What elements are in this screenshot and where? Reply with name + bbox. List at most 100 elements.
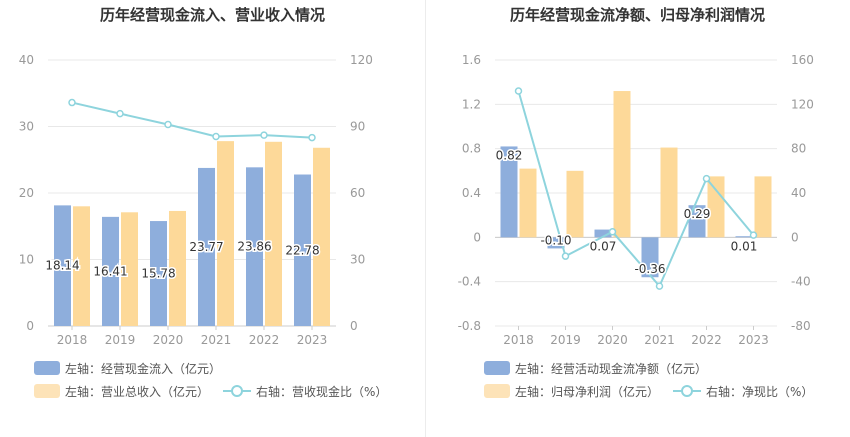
bar-secondary [121,212,138,326]
y-left-tick-label: 0.4 [462,186,481,200]
x-tick-label: 2020 [597,333,628,347]
ratio-point [702,174,711,183]
ratio-point [561,252,570,260]
bar-primary [150,221,167,326]
ratio-point [116,109,124,118]
y-right-tick-label: 0 [791,230,799,244]
ratio-point [749,231,758,239]
legend-row-1: 左轴：经营现金流入（亿元） [34,359,235,377]
x-tick-label: 2023 [738,333,769,347]
bar-data-label: -0.36 [634,262,665,276]
chart-title: 历年经营现金流净额、归母净利润情况 [509,6,765,24]
y-right-tick-label: 60 [350,186,365,200]
legend-label: 左轴：经营活动现金流净额（亿元） [515,361,708,376]
legend-line-icon [223,384,252,398]
y-left-tick-label: 10 [19,253,34,267]
bar-data-label: 22.78 [285,243,319,257]
x-tick-label: 2018 [57,333,88,347]
x-tick-label: 2022 [691,333,722,347]
legend-item-cash-profit-ratio[interactable]: 右轴：净现比（%） [673,383,813,400]
legend-swatch-revenue [34,384,60,398]
bar-primary [547,237,565,249]
x-tick-label: 2019 [105,333,136,347]
bar-data-label: 0.07 [590,239,617,253]
x-tick-label: 2019 [550,333,581,347]
ratio-point [260,131,268,139]
y-right-tick-label: 90 [350,120,365,134]
net-cash-profit-chart: -0.8 -0.4 0 0.4 0.8 1.2 1.6 -80 -40 0 40 80 120 160 20… [458,53,814,347]
ratio-line [517,90,755,288]
ratio-line [71,101,313,139]
bar-secondary [707,176,725,238]
y-left-tick-label: 40 [19,53,34,67]
x-tick-label: 2022 [249,333,280,347]
ratio-point [655,282,664,290]
y-right-tick-label: -40 [791,275,811,289]
legend-label: 右轴：净现比（%） [706,384,814,399]
y-right-tick-label: 120 [350,53,373,67]
bar-data-label: 0.01 [731,239,758,253]
bar-primary [641,237,659,278]
bar-primary [735,236,753,238]
y-left-tick-label: 1.2 [462,97,481,111]
x-tick-label: 2021 [201,333,232,347]
bar-secondary [519,168,537,238]
bar-data-label: -0.10 [540,233,571,247]
net-cash-profit-panel: 历年经营现金流净额、归母净利润情况 -0.8 -0.4 0 0.4 0.8 1.2 1.6-… [425,0,850,437]
y-left-tick-label: -0.8 [458,319,481,333]
legend-swatch-cash-inflow [34,361,60,375]
bar-secondary [566,170,584,238]
bar-primary [102,216,119,326]
bar-data-label: 16.41 [93,264,127,278]
bar-data-label: 15.78 [141,267,175,281]
ratio-point [164,120,172,129]
y-left-tick-label: 0 [473,230,481,244]
y-left-tick-label: 1.6 [462,53,481,67]
bar-data-label: 23.77 [189,240,223,254]
legend-label: 左轴：经营现金流入（亿元） [65,361,222,376]
bar-secondary [613,91,631,238]
y-right-tick-label: 160 [791,53,814,67]
y-right-tick-label: 30 [350,253,365,267]
legend-row-1: 左轴：经营活动现金流净额（亿元） [484,359,721,377]
bar-primary [500,146,518,238]
bar-primary [294,174,311,326]
bar-data-label: 23.86 [237,240,271,254]
y-left-tick-label: -0.4 [458,275,481,289]
bar-secondary [265,141,282,326]
bar-primary [246,167,263,326]
legend-row-2: 左轴：归母净利润（亿元） 右轴：净现比（%） [484,382,827,400]
bar-data-label: 18.14 [45,259,79,273]
legend-swatch-operating-net-cash [484,361,510,375]
bar-data-label: 0.82 [496,148,523,162]
y-left-tick-label: 20 [19,186,34,200]
legend-item-cash-revenue-ratio[interactable]: 右轴：营收现金比（%） [223,383,387,400]
bar-primary [688,205,706,238]
bar-primary [54,205,71,326]
x-tick-label: 2018 [503,333,534,347]
legend-label: 左轴：归母净利润（亿元） [515,384,660,399]
y-right-tick-label: 80 [791,142,806,156]
y-right-tick-label: -80 [791,319,811,333]
bar-secondary [169,210,186,326]
y-left-tick-label: 30 [19,120,34,134]
bar-secondary [660,147,678,238]
legend-item-cash-inflow[interactable]: 左轴：经营现金流入（亿元） [34,360,221,377]
y-right-tick-label: 40 [791,186,806,200]
legend-item-revenue[interactable]: 左轴：营业总收入（亿元） [34,383,209,400]
bar-secondary [313,147,330,326]
y-left-tick-label: 0 [26,319,34,333]
panel-divider [425,0,426,437]
x-tick-label: 2020 [153,333,184,347]
x-tick-label: 2023 [297,333,328,347]
ratio-point [212,132,220,141]
bar-data-label: 0.29 [684,207,711,221]
ratio-point [608,228,617,236]
x-tick-label: 2021 [644,333,675,347]
legend-line-icon [673,384,702,398]
cash-inflow-revenue-chart: 0 10 20 30 40 0 30 60 90 120 2018 2019 2020 2021 2022 2… [19,53,373,347]
chart-title: 历年经营现金流入、营业收入情况 [99,6,325,24]
legend-item-net-profit[interactable]: 左轴：归母净利润（亿元） [484,383,659,400]
legend-item-operating-net-cash[interactable]: 左轴：经营活动现金流净额（亿元） [484,360,707,377]
bar-secondary [73,206,90,326]
